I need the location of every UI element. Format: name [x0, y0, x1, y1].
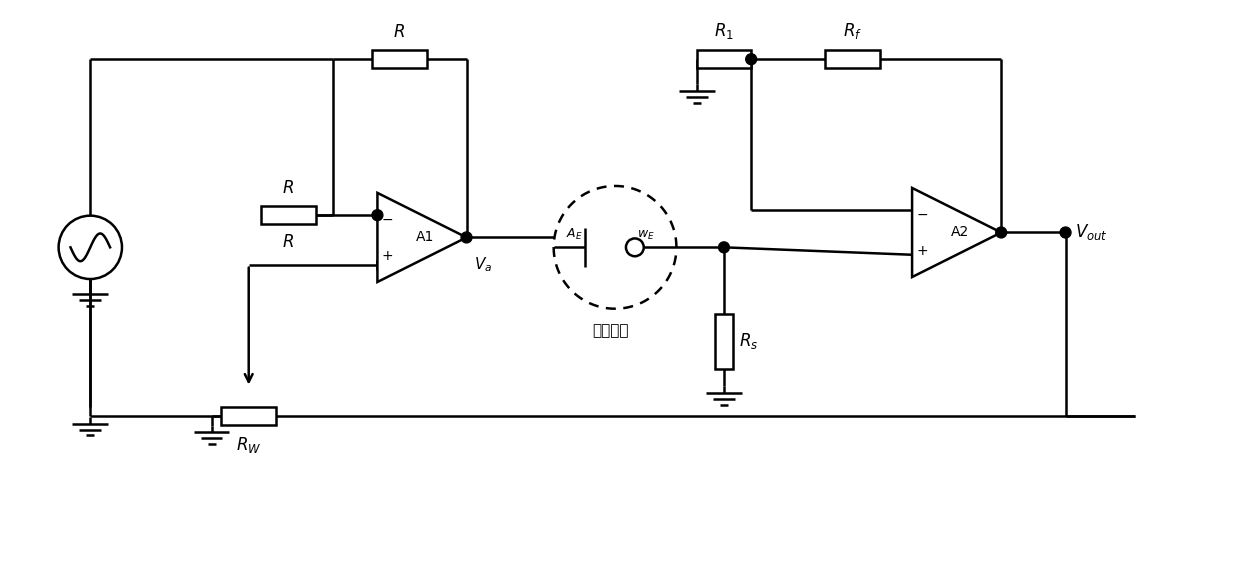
Polygon shape	[913, 188, 1001, 277]
Bar	[826, 51, 880, 68]
Circle shape	[996, 227, 1007, 238]
Circle shape	[58, 216, 122, 279]
Polygon shape	[377, 193, 466, 282]
Text: A1: A1	[415, 230, 434, 244]
Bar	[697, 51, 751, 68]
Bar	[715, 314, 733, 369]
Circle shape	[1060, 227, 1071, 238]
Circle shape	[626, 238, 644, 256]
Text: $R_f$: $R_f$	[843, 21, 862, 42]
Text: $-$: $-$	[381, 212, 393, 226]
Bar	[262, 206, 315, 224]
Bar	[372, 51, 427, 68]
Text: $R_1$: $R_1$	[714, 21, 734, 42]
Text: $V_{out}$: $V_{out}$	[1075, 223, 1109, 242]
Text: R: R	[394, 24, 405, 42]
Text: $R_W$: $R_W$	[236, 436, 262, 455]
Text: $w_E$: $w_E$	[637, 229, 655, 242]
Text: $+$: $+$	[381, 249, 393, 263]
Circle shape	[372, 210, 383, 221]
Circle shape	[745, 54, 756, 65]
Text: R: R	[283, 233, 294, 251]
Circle shape	[461, 232, 472, 243]
Text: $R_s$: $R_s$	[739, 332, 758, 351]
Text: $+$: $+$	[916, 244, 928, 258]
Text: $-$: $-$	[916, 207, 928, 221]
Text: $V_a$: $V_a$	[475, 255, 492, 274]
Text: A2: A2	[951, 225, 968, 239]
Text: $A_E$: $A_E$	[565, 227, 583, 242]
Text: 电化学池: 电化学池	[591, 324, 629, 338]
Text: R: R	[283, 179, 294, 197]
Bar	[222, 407, 277, 424]
Circle shape	[718, 242, 729, 253]
